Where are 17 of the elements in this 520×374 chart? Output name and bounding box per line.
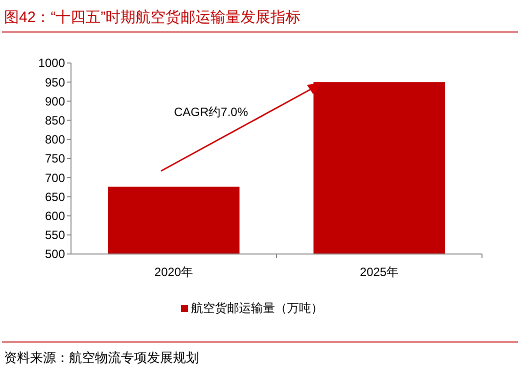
- y-tick-label: 700: [44, 170, 66, 185]
- legend-label: 航空货邮运输量（万吨）: [191, 301, 323, 315]
- y-tick-label: 800: [44, 132, 66, 147]
- chart-title: 图42：“十四五”时期航空货邮运输量发展指标: [4, 9, 301, 26]
- y-tick-label: 900: [44, 94, 66, 108]
- text: 资料来源：航空物流专项发展规划: [4, 350, 199, 365]
- y-tick-label: 1000: [38, 56, 66, 70]
- y-tick-label: 850: [44, 114, 66, 128]
- y-tick-label: 950: [44, 75, 66, 90]
- x-tick-label: 2025年: [360, 265, 399, 279]
- y-tick-label: 750: [44, 152, 66, 166]
- annotation: CAGR约7.0%: [174, 105, 248, 119]
- y-tick-label: 600: [44, 209, 66, 223]
- y-tick-label: 550: [44, 228, 66, 242]
- y-tick-label: 650: [44, 190, 66, 204]
- x-tick-label: 2020年: [154, 265, 194, 279]
- y-tick-label: 500: [44, 247, 66, 262]
